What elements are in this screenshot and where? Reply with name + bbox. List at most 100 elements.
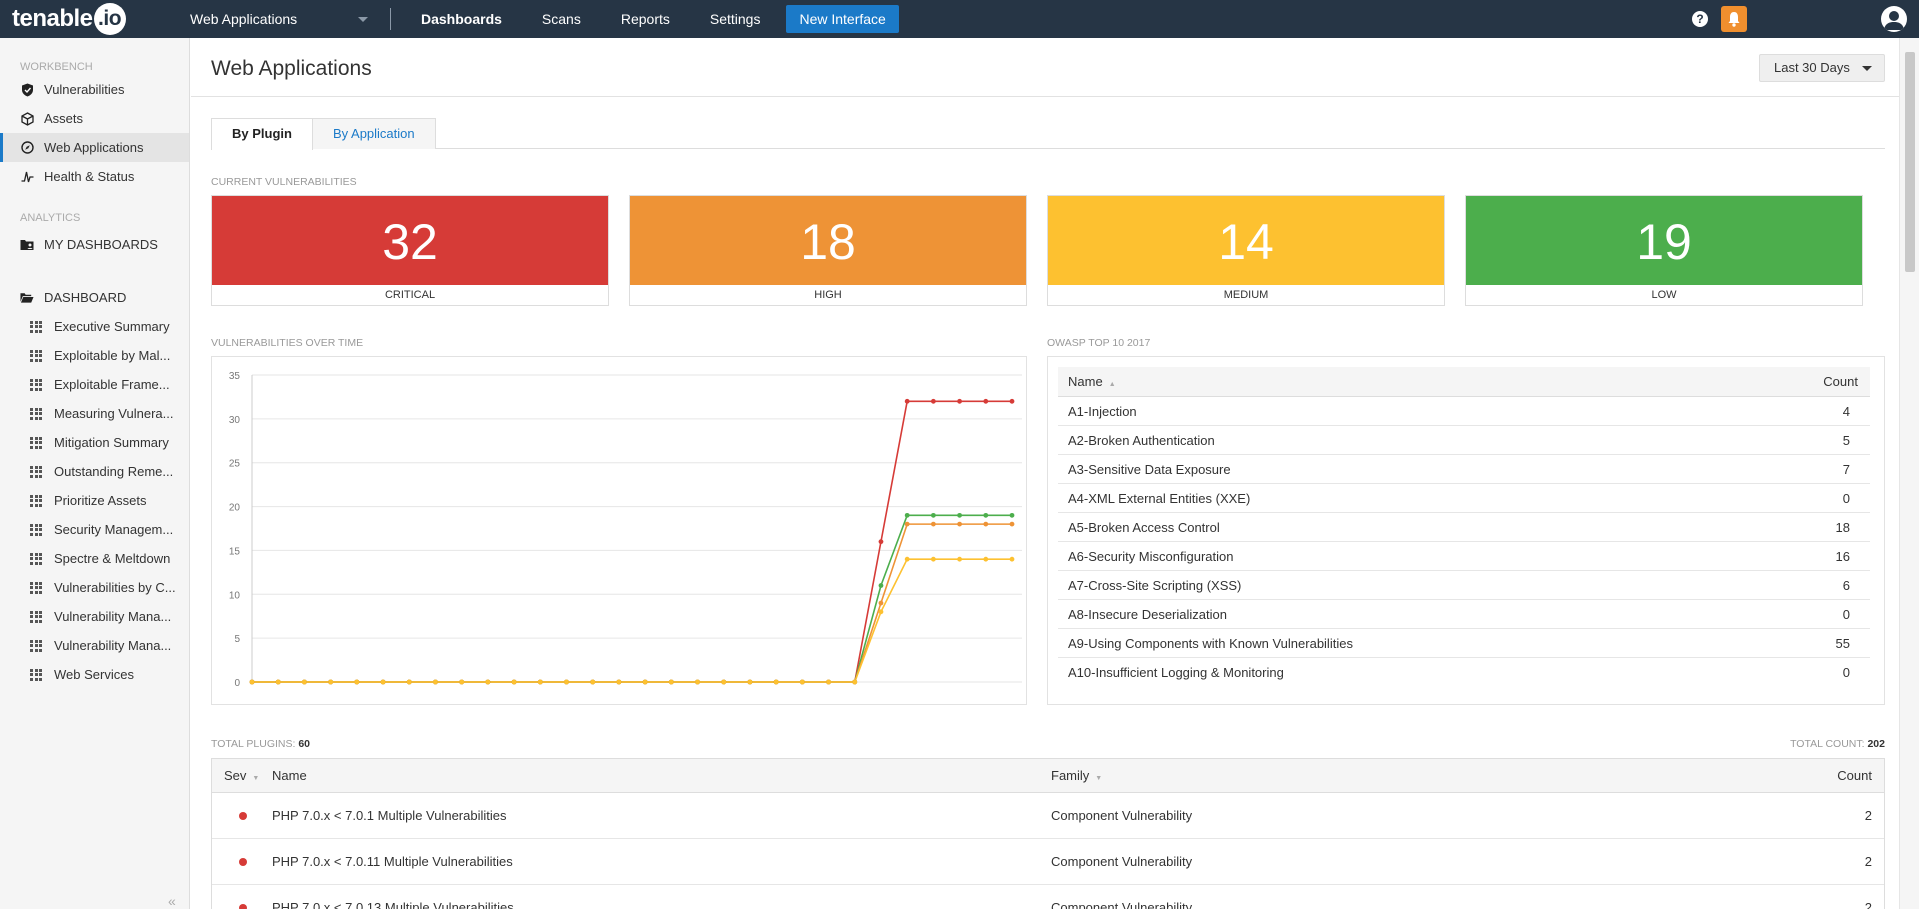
col-sev[interactable]: Sev ▼ (212, 768, 272, 783)
sidebar-item-dashboard[interactable]: Exploitable by Mal... (0, 341, 189, 370)
page-scrollbar[interactable] (1899, 38, 1919, 909)
data-point[interactable] (957, 521, 962, 527)
data-point[interactable] (511, 679, 517, 685)
data-point[interactable] (983, 512, 989, 518)
data-point[interactable] (878, 600, 884, 606)
col-name[interactable]: Name (272, 768, 307, 783)
nav-scans[interactable]: Scans (541, 11, 581, 27)
data-point[interactable] (485, 679, 491, 685)
data-point[interactable] (826, 679, 831, 685)
date-range-dropdown[interactable]: Last 30 Days (1759, 54, 1885, 82)
data-point[interactable] (1009, 512, 1015, 518)
sidebar-item-vulnerabilities[interactable]: Vulnerabilities (0, 75, 189, 104)
sidebar-item-dashboard[interactable]: Outstanding Reme... (0, 457, 189, 486)
sidebar-item-dashboard[interactable]: Vulnerability Mana... (0, 602, 189, 631)
help-icon[interactable]: ? (1692, 11, 1708, 27)
data-point[interactable] (930, 521, 936, 527)
data-point[interactable] (983, 521, 989, 527)
sidebar-item-dashboard[interactable]: Executive Summary (0, 312, 189, 341)
data-point[interactable] (983, 398, 989, 404)
data-point[interactable] (1009, 521, 1015, 527)
data-point[interactable] (1009, 398, 1015, 404)
data-point[interactable] (380, 679, 386, 685)
data-point[interactable] (904, 512, 910, 518)
owasp-row[interactable]: A5-Broken Access Control 18 (1058, 513, 1870, 542)
sidebar-item-dashboard[interactable]: Web Services (0, 660, 189, 689)
low-card[interactable]: 19 LOW (1465, 195, 1863, 306)
data-point[interactable] (930, 556, 936, 562)
nav-reports[interactable]: Reports (620, 11, 670, 27)
data-point[interactable] (354, 679, 360, 685)
nav-dashboards[interactable]: Dashboards (421, 11, 502, 27)
data-point[interactable] (433, 679, 438, 685)
data-point[interactable] (773, 679, 779, 685)
sidebar-item-dashboard[interactable]: Prioritize Assets (0, 486, 189, 515)
data-point[interactable] (930, 512, 936, 518)
sidebar-item-dashboard[interactable]: Measuring Vulnera... (0, 399, 189, 428)
sidebar-item-health-status[interactable]: Health & Status (0, 162, 189, 191)
data-point[interactable] (616, 679, 622, 685)
table-row[interactable]: PHP 7.0.x < 7.0.11 Multiple Vulnerabilit… (212, 839, 1884, 885)
data-point[interactable] (695, 679, 700, 685)
owasp-col-count[interactable]: Count (1823, 374, 1858, 389)
sidebar-item-dashboard[interactable]: Exploitable Frame... (0, 370, 189, 399)
collapse-sidebar-icon[interactable]: « (168, 893, 176, 909)
data-point[interactable] (642, 679, 648, 685)
sidebar-item-dashboard[interactable]: Spectre & Meltdown (0, 544, 189, 573)
data-point[interactable] (721, 679, 727, 685)
table-row[interactable]: PHP 7.0.x < 7.0.1 Multiple Vulnerabiliti… (212, 793, 1884, 839)
owasp-row[interactable]: A1-Injection 4 (1058, 397, 1870, 426)
data-point[interactable] (406, 679, 412, 685)
data-point[interactable] (302, 679, 307, 685)
sidebar-item-web-applications[interactable]: Web Applications (0, 133, 189, 162)
col-family[interactable]: Family ▼ (1051, 768, 1751, 783)
medium-card[interactable]: 14 MEDIUM (1047, 195, 1445, 306)
user-avatar-icon[interactable] (1881, 6, 1907, 32)
data-point[interactable] (878, 583, 884, 588)
data-point[interactable] (1009, 556, 1015, 562)
sidebar-item-dashboard-folder[interactable]: DASHBOARD (0, 283, 189, 312)
tab-by-application[interactable]: By Application (311, 118, 436, 149)
nav-settings[interactable]: Settings (709, 11, 761, 27)
data-point[interactable] (957, 398, 962, 404)
tab-by-plugin[interactable]: By Plugin (211, 118, 313, 150)
sidebar-item-dashboard[interactable]: Vulnerabilities by C... (0, 573, 189, 602)
bell-icon[interactable] (1721, 6, 1747, 32)
data-point[interactable] (275, 679, 281, 685)
owasp-col-name[interactable]: Name ▲ (1068, 374, 1116, 389)
tenable-logo[interactable]: tenable .io (0, 3, 190, 35)
data-point[interactable] (878, 539, 884, 545)
owasp-row[interactable]: A6-Security Misconfiguration 16 (1058, 542, 1870, 571)
data-point[interactable] (957, 512, 962, 518)
data-point[interactable] (249, 679, 255, 685)
scrollbar-thumb[interactable] (1905, 52, 1915, 272)
data-point[interactable] (930, 398, 936, 404)
owasp-row[interactable]: A8-Insecure Deserialization 0 (1058, 600, 1870, 629)
data-point[interactable] (537, 679, 543, 685)
critical-card[interactable]: 32 CRITICAL (211, 195, 609, 306)
owasp-row[interactable]: A9-Using Components with Known Vulnerabi… (1058, 629, 1870, 658)
data-point[interactable] (904, 398, 910, 404)
data-point[interactable] (852, 679, 858, 685)
data-point[interactable] (668, 679, 674, 685)
sidebar-item-dashboard[interactable]: Security Managem... (0, 515, 189, 544)
data-point[interactable] (564, 679, 569, 685)
data-point[interactable] (590, 679, 596, 685)
col-count[interactable]: Count (1837, 768, 1872, 783)
data-point[interactable] (799, 679, 805, 685)
table-row[interactable]: PHP 7.0.x < 7.0.13 Multiple Vulnerabilit… (212, 885, 1884, 909)
sidebar-item-assets[interactable]: Assets (0, 104, 189, 133)
data-point[interactable] (983, 556, 989, 562)
owasp-row[interactable]: A10-Insufficient Logging & Monitoring 0 (1058, 658, 1870, 687)
sidebar-item-my-dashboards[interactable]: MY DASHBOARDS (0, 230, 189, 259)
owasp-row[interactable]: A4-XML External Entities (XXE) 0 (1058, 484, 1870, 513)
data-point[interactable] (904, 556, 910, 562)
data-point[interactable] (459, 679, 465, 685)
data-point[interactable] (878, 609, 884, 615)
owasp-row[interactable]: A2-Broken Authentication 5 (1058, 426, 1870, 455)
data-point[interactable] (957, 556, 962, 562)
new-interface-button[interactable]: New Interface (786, 5, 899, 33)
owasp-row[interactable]: A7-Cross-Site Scripting (XSS) 6 (1058, 571, 1870, 600)
sidebar-item-dashboard[interactable]: Mitigation Summary (0, 428, 189, 457)
app-selector[interactable]: Web Applications (190, 11, 380, 27)
